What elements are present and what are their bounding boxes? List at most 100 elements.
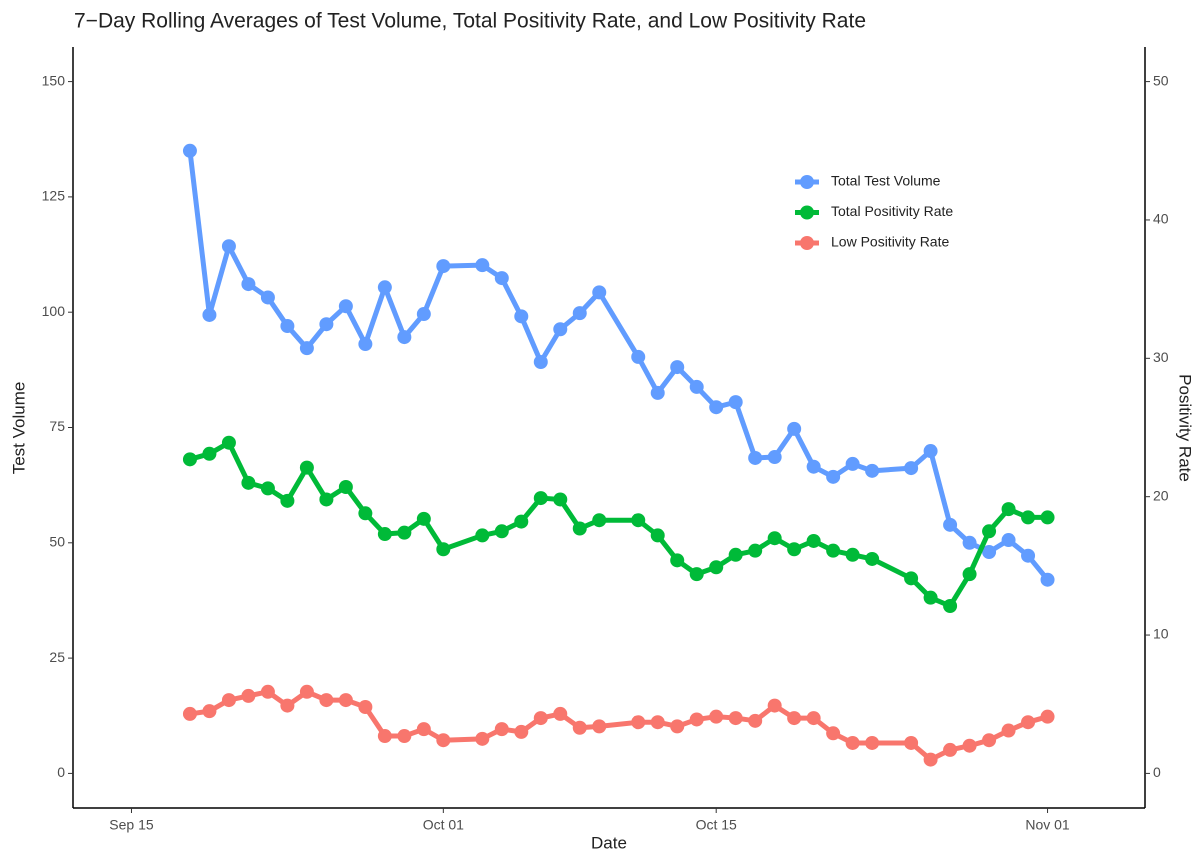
data-point <box>865 463 880 478</box>
data-point <box>1021 715 1036 730</box>
data-point <box>962 567 977 582</box>
data-point <box>280 698 295 713</box>
data-point <box>553 322 568 337</box>
data-point <box>826 469 841 484</box>
data-point <box>299 341 314 356</box>
data-point <box>514 514 529 529</box>
data-point <box>338 693 353 708</box>
data-point <box>416 722 431 737</box>
data-point <box>494 524 509 539</box>
data-point <box>280 319 295 334</box>
data-point <box>845 735 860 750</box>
data-point <box>377 527 392 542</box>
data-point <box>728 395 743 410</box>
data-point <box>338 299 353 314</box>
data-point <box>338 479 353 494</box>
data-point <box>299 684 314 699</box>
data-point <box>241 277 256 292</box>
chart-title: 7−Day Rolling Averages of Test Volume, T… <box>74 10 866 33</box>
data-point <box>202 704 217 719</box>
data-point <box>943 598 958 613</box>
data-point <box>514 309 529 324</box>
data-point <box>670 553 685 568</box>
data-point <box>592 285 607 300</box>
data-point <box>748 713 763 728</box>
y2-tick-label: 40 <box>1153 211 1169 227</box>
data-point <box>592 719 607 734</box>
data-point <box>767 698 782 713</box>
data-point <box>202 446 217 461</box>
data-point <box>221 693 236 708</box>
data-point <box>982 733 997 748</box>
data-point <box>260 290 275 305</box>
legend-label: Total Test Volume <box>831 173 941 189</box>
data-point <box>923 590 938 605</box>
data-point <box>182 143 197 158</box>
data-point <box>670 719 685 734</box>
data-point <box>962 535 977 550</box>
data-point <box>689 379 704 394</box>
data-point <box>670 360 685 375</box>
data-point <box>397 525 412 540</box>
data-point <box>397 729 412 744</box>
data-point <box>494 722 509 737</box>
data-point <box>962 738 977 753</box>
data-point <box>221 239 236 254</box>
data-point <box>904 461 919 476</box>
data-point <box>592 513 607 528</box>
data-point <box>709 400 724 415</box>
data-point <box>826 726 841 741</box>
data-point <box>494 271 509 286</box>
data-point <box>533 355 548 370</box>
legend-swatch <box>800 175 814 189</box>
data-point <box>982 524 997 539</box>
data-point <box>1001 723 1016 738</box>
data-point <box>1040 709 1055 724</box>
data-point <box>826 543 841 558</box>
data-point <box>475 731 490 746</box>
y2-tick-label: 0 <box>1153 764 1161 780</box>
x-tick-label: Oct 01 <box>423 817 464 833</box>
x-axis-label: Date <box>591 833 627 852</box>
legend-label: Total Positivity Rate <box>831 203 953 219</box>
data-point <box>1040 572 1055 587</box>
data-point <box>475 528 490 543</box>
data-point <box>650 385 665 400</box>
data-point <box>280 493 295 508</box>
data-point <box>728 711 743 726</box>
data-point <box>1040 510 1055 525</box>
data-point <box>787 711 802 726</box>
data-point <box>416 307 431 322</box>
data-point <box>377 280 392 295</box>
data-point <box>787 542 802 557</box>
data-point <box>533 711 548 726</box>
data-point <box>319 317 334 332</box>
data-point <box>650 715 665 730</box>
data-point <box>202 307 217 322</box>
x-tick-label: Oct 15 <box>696 817 737 833</box>
data-point <box>533 491 548 506</box>
data-point <box>416 511 431 526</box>
data-point <box>572 720 587 735</box>
data-point <box>767 531 782 546</box>
data-point <box>436 259 451 274</box>
data-point <box>728 547 743 562</box>
y2-tick-label: 10 <box>1153 626 1169 642</box>
data-point <box>923 752 938 767</box>
y-axis-label: Test Volume <box>9 382 28 475</box>
series-line <box>189 689 1049 763</box>
y2-axis-label: Positivity Rate <box>1176 374 1195 482</box>
data-point <box>572 521 587 536</box>
data-point <box>709 709 724 724</box>
data-point <box>845 547 860 562</box>
y-tick-label: 125 <box>42 188 66 204</box>
data-point <box>1001 502 1016 517</box>
y-tick-label: 50 <box>49 534 65 550</box>
y-tick-label: 0 <box>57 764 65 780</box>
data-point <box>904 571 919 586</box>
legend-label: Low Positivity Rate <box>831 234 949 250</box>
data-point <box>748 543 763 558</box>
data-point <box>1001 533 1016 548</box>
data-point <box>358 699 373 714</box>
